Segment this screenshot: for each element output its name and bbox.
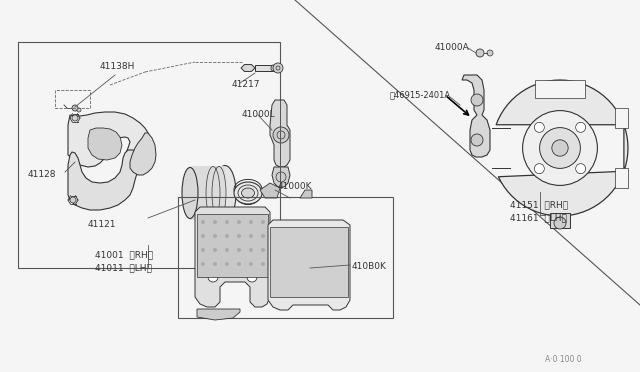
- Circle shape: [237, 234, 241, 238]
- Text: 41001  （RH）: 41001 （RH）: [95, 250, 153, 259]
- Ellipse shape: [271, 65, 275, 71]
- Circle shape: [225, 262, 229, 266]
- Circle shape: [273, 127, 289, 143]
- Circle shape: [249, 220, 253, 224]
- Circle shape: [575, 122, 586, 132]
- Circle shape: [225, 220, 229, 224]
- Circle shape: [201, 220, 205, 224]
- Polygon shape: [270, 227, 348, 297]
- Circle shape: [208, 232, 218, 242]
- Circle shape: [208, 272, 218, 282]
- Circle shape: [70, 197, 76, 203]
- Text: 410B0K: 410B0K: [352, 262, 387, 271]
- Polygon shape: [496, 80, 628, 216]
- Text: 41000L: 41000L: [242, 110, 276, 119]
- Circle shape: [77, 108, 81, 112]
- Circle shape: [72, 115, 78, 121]
- Circle shape: [261, 220, 265, 224]
- Circle shape: [476, 49, 484, 57]
- Polygon shape: [615, 108, 628, 128]
- Polygon shape: [197, 309, 240, 320]
- Ellipse shape: [241, 188, 255, 198]
- Circle shape: [247, 232, 257, 242]
- Circle shape: [534, 122, 545, 132]
- Text: 41161  （LH）: 41161 （LH）: [510, 213, 567, 222]
- Text: 41000K: 41000K: [278, 182, 312, 191]
- Circle shape: [534, 164, 545, 174]
- Text: 41217: 41217: [232, 80, 260, 89]
- Text: 41128: 41128: [28, 170, 56, 179]
- Polygon shape: [68, 112, 153, 167]
- Circle shape: [552, 140, 568, 156]
- Circle shape: [249, 234, 253, 238]
- Circle shape: [237, 262, 241, 266]
- Polygon shape: [130, 133, 156, 175]
- Circle shape: [273, 63, 283, 73]
- Text: 41011  （LH）: 41011 （LH）: [95, 263, 152, 272]
- Polygon shape: [550, 213, 570, 228]
- Circle shape: [225, 248, 229, 252]
- Circle shape: [213, 220, 217, 224]
- Polygon shape: [268, 220, 350, 310]
- Ellipse shape: [214, 166, 236, 221]
- Circle shape: [237, 220, 241, 224]
- Text: 41151  （RH）: 41151 （RH）: [510, 200, 568, 209]
- Circle shape: [247, 272, 257, 282]
- Polygon shape: [300, 190, 312, 198]
- Text: 41000A: 41000A: [435, 43, 470, 52]
- Circle shape: [276, 172, 286, 182]
- Circle shape: [261, 262, 265, 266]
- Polygon shape: [197, 214, 268, 277]
- Circle shape: [201, 234, 205, 238]
- Circle shape: [201, 262, 205, 266]
- Circle shape: [225, 234, 229, 238]
- Polygon shape: [195, 207, 270, 307]
- Polygon shape: [462, 75, 490, 157]
- Circle shape: [201, 248, 205, 252]
- Polygon shape: [88, 128, 122, 160]
- Polygon shape: [270, 100, 290, 167]
- Polygon shape: [492, 128, 510, 168]
- Ellipse shape: [182, 167, 198, 218]
- Polygon shape: [615, 168, 628, 188]
- Polygon shape: [260, 183, 280, 198]
- Circle shape: [249, 262, 253, 266]
- Polygon shape: [255, 65, 273, 71]
- Circle shape: [249, 248, 253, 252]
- Circle shape: [213, 262, 217, 266]
- Text: 41121: 41121: [88, 220, 116, 229]
- Circle shape: [540, 128, 580, 169]
- Circle shape: [72, 105, 78, 111]
- Polygon shape: [190, 166, 225, 220]
- Text: A·0 100 0: A·0 100 0: [545, 355, 582, 364]
- Circle shape: [471, 94, 483, 106]
- Circle shape: [487, 50, 493, 56]
- Text: Ⓡ46915-2401A: Ⓡ46915-2401A: [390, 90, 451, 99]
- Circle shape: [554, 217, 566, 229]
- Ellipse shape: [234, 182, 262, 204]
- Circle shape: [471, 134, 483, 146]
- Polygon shape: [68, 150, 140, 210]
- Circle shape: [523, 110, 597, 185]
- Circle shape: [237, 248, 241, 252]
- Circle shape: [261, 234, 265, 238]
- Circle shape: [261, 248, 265, 252]
- Polygon shape: [272, 167, 290, 187]
- Circle shape: [213, 248, 217, 252]
- Circle shape: [213, 234, 217, 238]
- Circle shape: [575, 164, 586, 174]
- Text: 41138H: 41138H: [100, 62, 136, 71]
- Polygon shape: [241, 64, 255, 71]
- Polygon shape: [535, 80, 585, 98]
